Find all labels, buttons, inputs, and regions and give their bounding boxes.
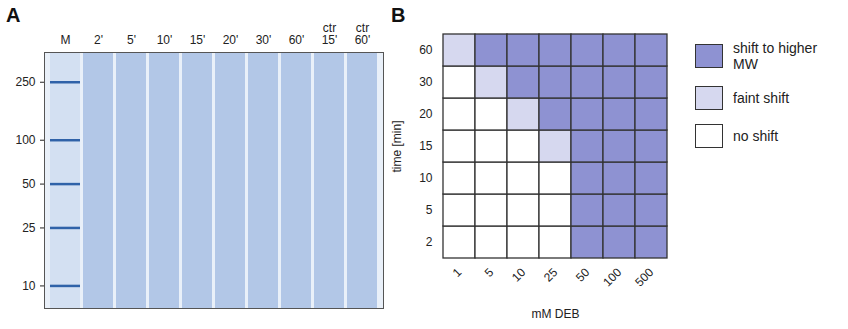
svg-text:10: 10 bbox=[22, 279, 36, 293]
svg-text:250: 250 bbox=[15, 75, 35, 89]
svg-text:5: 5 bbox=[482, 265, 497, 280]
svg-text:15: 15 bbox=[419, 139, 433, 153]
svg-text:20': 20' bbox=[223, 33, 239, 47]
html-text:B: B bbox=[391, 4, 406, 26]
svg-text:30: 30 bbox=[419, 75, 433, 89]
svg-text:1: 1 bbox=[450, 265, 465, 280]
svg-text:100: 100 bbox=[600, 265, 624, 289]
svg-text:10: 10 bbox=[419, 171, 433, 185]
svg-text:5: 5 bbox=[426, 203, 433, 217]
svg-text:20: 20 bbox=[419, 107, 433, 121]
html-text:no shift: no shift bbox=[733, 128, 779, 145]
svg-text:25: 25 bbox=[22, 221, 36, 235]
svg-text:60: 60 bbox=[419, 43, 433, 57]
svg-text:2': 2' bbox=[94, 33, 103, 47]
svg-text:50: 50 bbox=[573, 265, 593, 285]
svg-text:time [min]: time [min] bbox=[390, 120, 404, 172]
html-text:A: A bbox=[6, 4, 21, 26]
svg-text:30': 30' bbox=[256, 33, 272, 47]
svg-text:50: 50 bbox=[22, 177, 36, 191]
svg-text:2: 2 bbox=[426, 235, 433, 249]
svg-text:500: 500 bbox=[632, 265, 656, 289]
svg-text:60': 60' bbox=[289, 33, 305, 47]
svg-text:25: 25 bbox=[541, 265, 561, 285]
svg-text:5': 5' bbox=[127, 33, 136, 47]
svg-text:10': 10' bbox=[157, 33, 173, 47]
svg-text:ctr60': ctr60' bbox=[355, 21, 371, 47]
html-text:shift to higher MW: shift to higher MW bbox=[733, 40, 818, 73]
svg-text:M: M bbox=[61, 33, 71, 47]
svg-text:100: 100 bbox=[15, 133, 35, 147]
html-text:faint shift: faint shift bbox=[733, 90, 789, 107]
svg-text:mM DEB: mM DEB bbox=[532, 307, 580, 321]
svg-text:10: 10 bbox=[509, 265, 529, 285]
svg-text:15': 15' bbox=[190, 33, 206, 47]
svg-text:ctr15': ctr15' bbox=[322, 21, 338, 47]
